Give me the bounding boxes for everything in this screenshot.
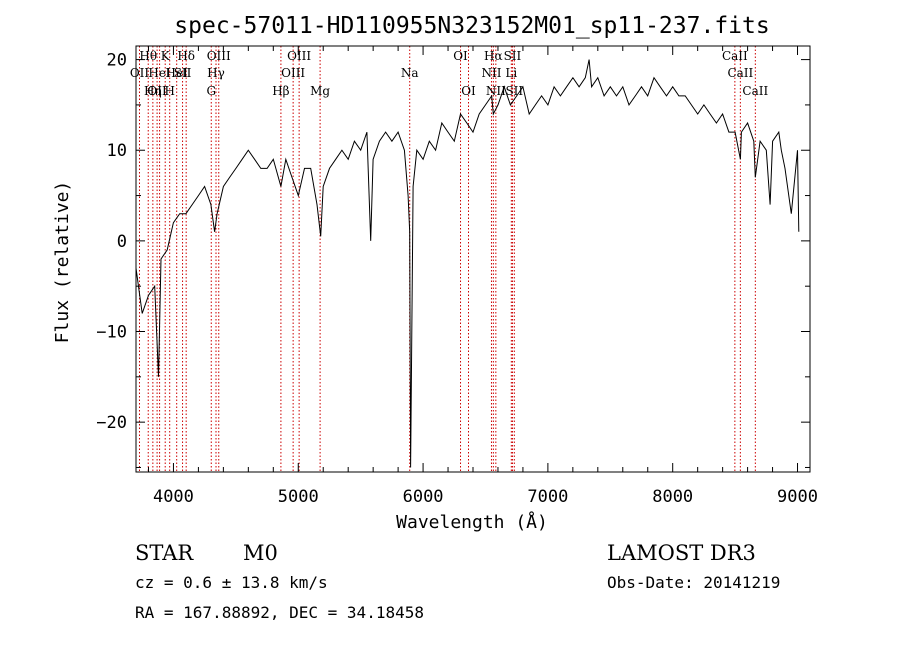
y-tick-label: −10 [96,323,127,343]
x-tick-label: 9000 [777,487,818,507]
line-label: SII [504,49,522,63]
line-label: Li [505,66,517,80]
line-label: OII [130,66,150,80]
chart-title: spec-57011-HD110955N323152M01_sp11-237.f… [174,13,769,39]
x-tick-label: 7000 [527,487,568,507]
y-tick-label: 20 [107,51,127,71]
line-label: NII [481,66,501,80]
x-tick-label: 4000 [153,487,194,507]
line-label: OI [453,49,468,63]
line-label: H [164,84,174,98]
x-axis-label: Wavelength (Å) [396,511,548,533]
line-label: CaII [742,84,768,98]
x-tick-label: 6000 [403,487,444,507]
x-tick-label: 8000 [652,487,693,507]
y-axis: −20 −10 0 10 20 [96,51,810,468]
line-label: Hθ [139,49,157,63]
line-label: OIII [281,66,305,80]
spectral-line-markers [138,46,756,472]
x-axis: 4000 5000 6000 7000 8000 9000 [147,46,818,507]
line-label: SII [174,66,192,80]
object-class: STAR [135,541,194,565]
line-label: OII [147,84,167,98]
y-tick-label: 0 [117,232,127,252]
survey-name: LAMOST DR3 [607,541,756,565]
line-label: Hα [484,49,503,63]
spectral-line-labels: OIIHθHηOIIHeIKHHeISIIHδGHγOIIIHβOIIIOIII… [130,49,769,98]
line-label: Hγ [207,66,225,80]
line-label: K [161,49,171,63]
spectrum-line [135,59,800,468]
line-label: Mg [310,84,330,98]
line-label: G [206,84,216,98]
x-tick-label: 5000 [278,487,319,507]
line-label: HeI [166,66,189,80]
object-subclass: M0 [243,541,278,565]
y-tick-label: −20 [96,413,127,433]
line-label: Hδ [177,49,195,63]
line-label: OI [461,84,476,98]
line-label: Na [401,66,419,80]
line-label: CaII [727,66,753,80]
line-label: OIII [287,49,311,63]
line-label: HeI [148,66,171,80]
obs-date-text: Obs-Date: 20141219 [607,573,781,592]
y-tick-label: 10 [107,141,127,161]
line-label: Hη [144,84,162,98]
line-label: NII [486,84,506,98]
plot-frame [135,45,811,473]
line-label: CaII [722,49,748,63]
y-axis-label: Flux (relative) [52,181,73,344]
redshift-text: cz = 0.6 ± 13.8 km/s [135,573,328,592]
coordinates-text: RA = 167.88892, DEC = 34.18458 [135,603,424,622]
line-label: OIII [207,49,231,63]
line-label: SII [505,84,523,98]
line-label: Hβ [272,84,289,98]
